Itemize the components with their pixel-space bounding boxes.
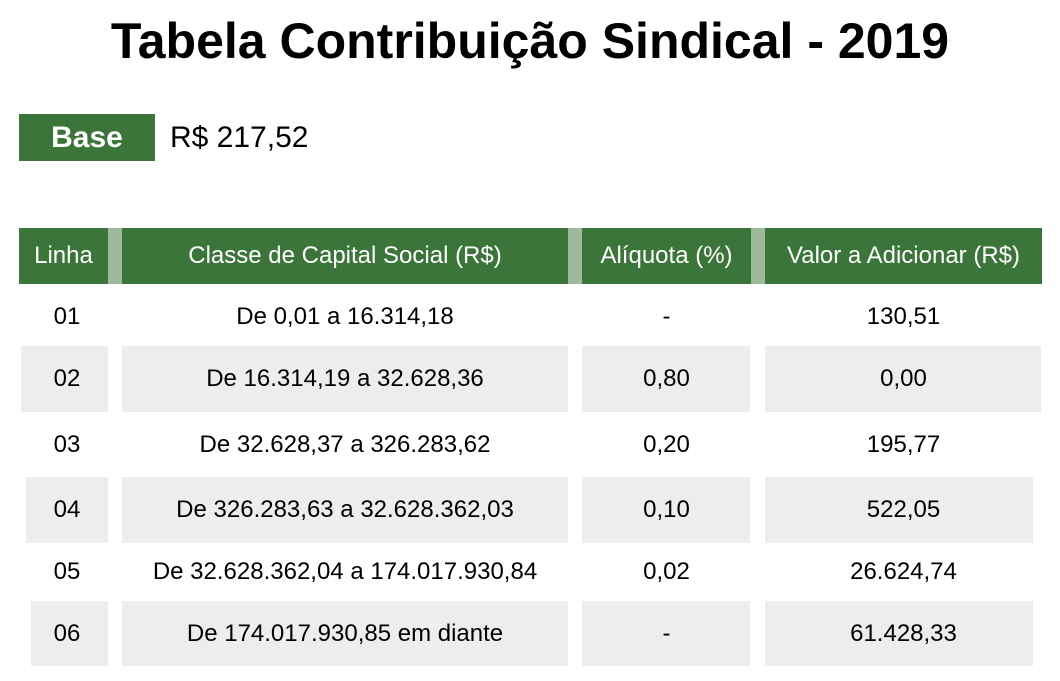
table-row: 03 De 32.628,37 a 326.283,62 0,20 195,77 <box>0 412 1060 477</box>
cell-shade <box>31 601 108 666</box>
header-valor: Valor a Adicionar (R$) <box>765 228 1042 284</box>
cell-valor: 195,77 <box>866 430 941 458</box>
cell-classe: De 16.314,19 a 32.628,36 <box>206 365 484 392</box>
base-value: R$ 217,52 <box>170 120 309 154</box>
cell-linha: 01 <box>53 303 81 330</box>
cell-linha: 03 <box>53 430 81 458</box>
cell-valor: 61.428,33 <box>850 619 957 647</box>
table-row: 04 De 326.283,63 a 32.628.362,03 0,10 522,0… <box>0 477 1060 543</box>
header-separator <box>751 228 765 284</box>
cell-shade <box>26 477 108 543</box>
page-title: Tabela Contribuição Sindical - 2019 <box>110 13 950 69</box>
cell-linha: 05 <box>53 558 81 585</box>
cell-aliquota: - <box>662 619 671 647</box>
base-label: Base <box>19 114 155 161</box>
table-row: 05 De 32.628.362,04 a 174.017.930,84 0,02 2… <box>0 543 1060 601</box>
cell-aliquota: - <box>662 303 671 330</box>
cell-shade <box>122 601 568 666</box>
cell-valor: 130,51 <box>866 303 941 330</box>
cell-valor: 0,00 <box>880 365 927 392</box>
table-row: 02 De 16.314,19 a 32.628,36 0,80 0,00 <box>0 346 1060 412</box>
cell-classe: De 32.628,37 a 326.283,62 <box>199 430 491 458</box>
cell-shade <box>765 346 1041 412</box>
cell-aliquota: 0,20 <box>643 430 690 458</box>
cell-shade <box>21 346 108 412</box>
cell-shade <box>122 346 568 412</box>
cell-shade <box>582 477 750 543</box>
cell-aliquota: 0,02 <box>643 558 690 585</box>
table-row: 01 De 0,01 a 16.314,18 - 130,51 <box>0 288 1060 346</box>
cell-shade <box>582 346 750 412</box>
cell-aliquota: 0,10 <box>643 496 690 523</box>
cell-linha: 06 <box>53 619 81 647</box>
cell-classe: De 174.017.930,85 em diante <box>186 619 504 647</box>
cell-valor: 26.624,74 <box>850 558 957 585</box>
header-separator <box>568 228 582 284</box>
table-row: 06 De 174.017.930,85 em diante - 61.428,33 <box>0 601 1060 666</box>
cell-valor: 522,05 <box>866 496 941 523</box>
cell-aliquota: 0,80 <box>643 365 690 392</box>
header-separator <box>108 228 122 284</box>
cell-shade <box>765 601 1033 666</box>
header-linha: Linha <box>19 228 108 284</box>
cell-classe: De 32.628.362,04 a 174.017.930,84 <box>152 558 538 585</box>
cell-shade <box>765 477 1033 543</box>
header-classe: Classe de Capital Social (R$) <box>122 228 568 284</box>
cell-linha: 02 <box>53 365 81 392</box>
header-aliquota: Alíquota (%) <box>582 228 751 284</box>
cell-classe: De 326.283,63 a 32.628.362,03 <box>176 496 514 523</box>
cell-classe: De 0,01 a 16.314,18 <box>236 303 454 330</box>
cell-shade <box>122 477 568 543</box>
cell-shade <box>582 601 750 666</box>
cell-linha: 04 <box>53 496 81 523</box>
